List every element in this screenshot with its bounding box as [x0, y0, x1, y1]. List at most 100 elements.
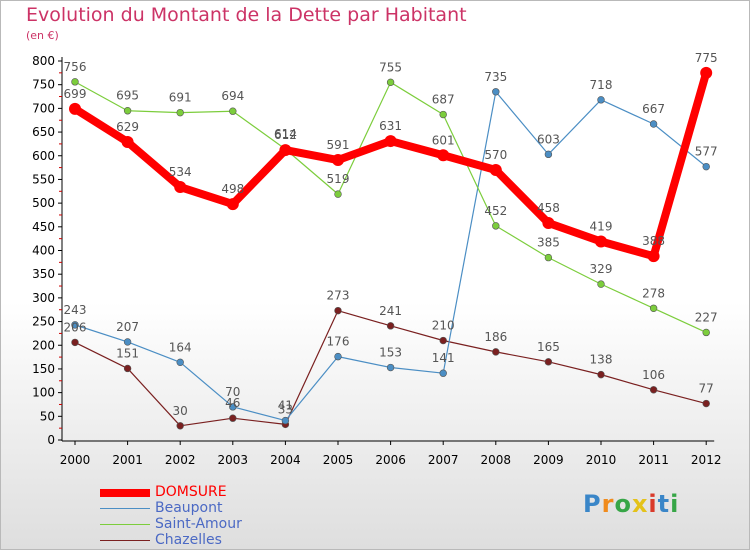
data-label: 41 [278, 399, 293, 413]
data-point [649, 386, 658, 394]
data-point [123, 107, 132, 115]
data-label: 570 [484, 148, 507, 162]
data-point [649, 304, 658, 312]
data-label: 577 [695, 145, 718, 159]
data-label: 591 [327, 138, 350, 152]
legend-label-domsure: DOMSURE [155, 484, 227, 500]
data-label: 612 [274, 128, 297, 142]
data-label: 164 [169, 340, 192, 354]
data-point [334, 306, 342, 315]
data-label: 631 [379, 119, 402, 133]
data-label: 33 [278, 402, 293, 416]
data-label: 77 [699, 382, 714, 396]
data-label: 691 [169, 91, 192, 105]
data-label: 603 [537, 132, 560, 146]
y-tick-label: 800 [32, 54, 55, 68]
x-tick-label: 2005 [323, 453, 354, 467]
data-point [123, 364, 132, 373]
data-label: 243 [64, 303, 87, 317]
data-label: 165 [537, 340, 560, 354]
data-point [279, 144, 292, 157]
data-label: 775 [695, 51, 718, 65]
data-point [702, 162, 710, 171]
data-label: 206 [64, 320, 87, 334]
data-label: 534 [169, 165, 192, 179]
data-point [386, 322, 395, 330]
legend-item-saint-amour: Saint-Amour [100, 516, 300, 533]
data-label: 30 [173, 404, 188, 418]
data-label: 227 [695, 310, 718, 324]
data-point [71, 78, 79, 86]
data-point [544, 358, 553, 366]
data-label: 186 [484, 330, 507, 344]
data-point [492, 88, 500, 96]
data-label: 388 [642, 234, 665, 248]
legend-item-domsure: DOMSURE [100, 484, 300, 501]
data-point [123, 338, 132, 346]
data-label: 756 [64, 60, 87, 74]
data-point [595, 235, 607, 248]
data-point [492, 348, 500, 356]
x-tick-label: 2010 [586, 453, 617, 467]
data-label: 151 [116, 346, 139, 360]
data-point [544, 253, 553, 262]
data-label: 329 [590, 262, 613, 276]
data-point [229, 414, 237, 422]
data-label: 735 [484, 70, 507, 84]
data-point [174, 181, 187, 194]
data-point [386, 78, 395, 87]
legend-item-beaupont: Beaupont [100, 500, 300, 517]
legend-item-chazelles: Chazelles [100, 532, 300, 549]
data-point [700, 66, 713, 79]
data-point [437, 149, 450, 162]
y-tick-label: 600 [32, 149, 55, 163]
y-tick-label: 400 [32, 244, 55, 258]
data-label: 141 [432, 351, 455, 365]
x-tick-label: 2002 [165, 453, 196, 467]
data-point [334, 352, 342, 361]
y-tick-label: 250 [32, 315, 55, 329]
y-tick-label: 450 [32, 220, 55, 234]
y-tick-label: 550 [32, 172, 55, 186]
data-label: 458 [537, 201, 560, 215]
data-label: 629 [116, 120, 139, 134]
y-tick-label: 300 [32, 291, 55, 305]
x-tick-label: 2006 [375, 453, 406, 467]
proxiti-logo: Proxiti [583, 490, 680, 518]
data-point [489, 163, 502, 176]
legend-label-chazelles: Chazelles [155, 532, 222, 548]
x-tick-label: 2004 [270, 453, 301, 467]
data-label: 519 [327, 172, 350, 186]
data-point [229, 107, 237, 115]
chart-subtitle: (en €) [26, 29, 59, 42]
legend-swatch-chazelles [100, 540, 150, 541]
y-tick-label: 700 [32, 101, 55, 115]
data-label: 70 [225, 385, 240, 399]
data-label: 385 [537, 236, 560, 250]
data-point [702, 328, 710, 337]
data-point [176, 108, 184, 117]
data-label: 687 [432, 93, 455, 107]
x-tick-label: 2011 [638, 453, 669, 467]
chart-title: Evolution du Montant de la Dette par Hab… [26, 4, 467, 26]
data-point [69, 102, 81, 115]
data-label: 419 [590, 219, 613, 233]
data-point [647, 250, 660, 263]
legend-label-saint-amour: Saint-Amour [155, 516, 242, 532]
data-label: 273 [327, 289, 350, 303]
x-tick-label: 2012 [691, 453, 722, 467]
data-point [332, 154, 344, 167]
data-label: 498 [221, 182, 244, 196]
data-label: 153 [379, 346, 402, 360]
legend-swatch-domsure [100, 489, 150, 497]
data-point [597, 96, 605, 104]
data-point [334, 190, 342, 198]
data-point [121, 136, 134, 149]
data-label: 138 [590, 353, 613, 367]
data-point [439, 110, 447, 119]
data-point [71, 338, 79, 347]
y-tick-label: 50 [40, 409, 55, 423]
x-tick-label: 2008 [481, 453, 512, 467]
